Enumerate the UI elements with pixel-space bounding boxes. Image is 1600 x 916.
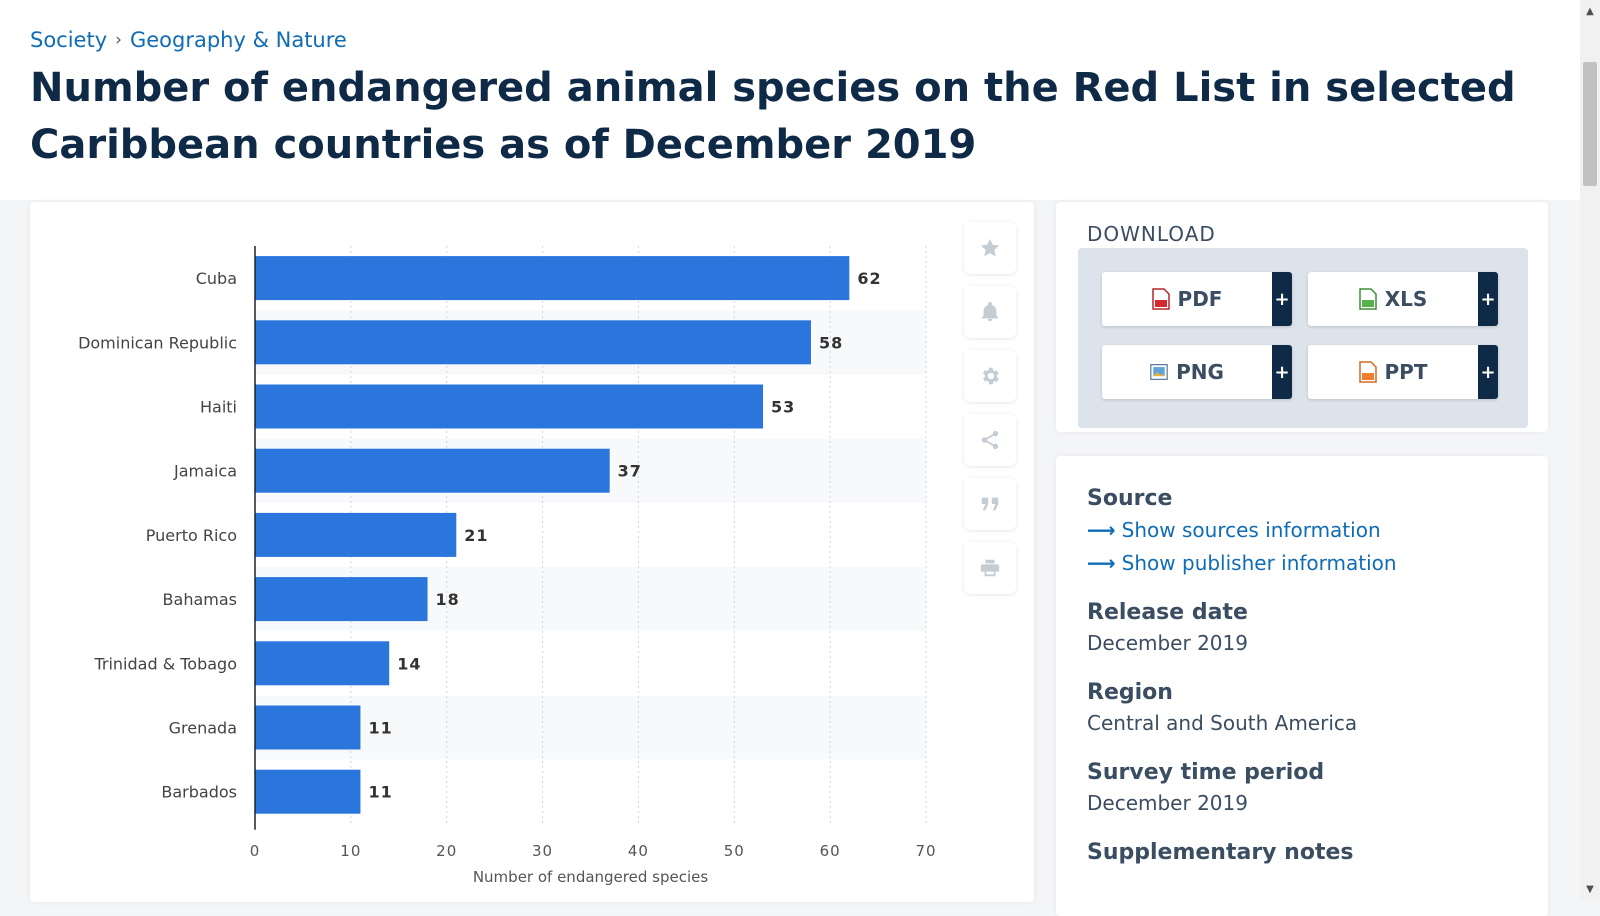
x-tick-label: 60 <box>820 842 841 860</box>
info-card: Source ⟶ Show sources information ⟶ Show… <box>1056 456 1548 916</box>
category-label: Dominican Republic <box>78 333 237 352</box>
notification-button[interactable] <box>964 286 1016 338</box>
arrow-right-icon: ⟶ <box>1087 518 1116 542</box>
data-label: 37 <box>618 462 642 481</box>
x-tick-label: 50 <box>724 842 745 860</box>
scrollbar[interactable]: ▲ ▼ <box>1580 0 1600 900</box>
category-label: Puerto Rico <box>146 526 237 545</box>
cite-button[interactable] <box>964 478 1016 530</box>
arrow-right-icon: ⟶ <box>1087 551 1116 575</box>
data-label: 21 <box>464 526 488 545</box>
pdf-file-icon <box>1151 288 1170 310</box>
x-tick-label: 10 <box>340 842 361 860</box>
bar-puerto-rico[interactable] <box>255 512 457 557</box>
download-ppt-button[interactable]: PPT + <box>1308 345 1498 399</box>
ppt-file-icon <box>1358 361 1377 383</box>
category-label: Cuba <box>196 269 237 288</box>
download-png-plus[interactable]: + <box>1272 345 1292 399</box>
download-ppt-plus[interactable]: + <box>1478 345 1498 399</box>
release-date-value: December 2019 <box>1087 631 1248 655</box>
x-tick-label: 0 <box>250 842 261 860</box>
download-xls-button[interactable]: XLS + <box>1308 272 1498 326</box>
category-label: Trinidad & Tobago <box>93 654 237 673</box>
bar-cuba[interactable] <box>255 256 850 301</box>
survey-period-value: December 2019 <box>1087 791 1248 815</box>
star-icon <box>980 238 1000 257</box>
download-pdf-plus[interactable]: + <box>1272 272 1292 326</box>
category-label: Barbados <box>161 783 237 802</box>
chart-card: 0 10 20 30 40 50 60 70 Cuba 62 Dominican Republic 5… <box>30 202 1034 902</box>
show-sources-link[interactable]: ⟶ Show sources information <box>1087 514 1527 547</box>
page-title: Number of endangered animal species on t… <box>30 65 1516 168</box>
data-label: 11 <box>368 719 392 738</box>
chart-toolbar <box>964 222 1016 606</box>
print-button[interactable] <box>964 542 1016 594</box>
quote-icon <box>981 497 999 511</box>
show-sources-label: Show sources information <box>1121 518 1381 542</box>
survey-period-heading: Survey time period <box>1087 760 1325 785</box>
download-xls-label: XLS <box>1384 287 1428 311</box>
share-button[interactable] <box>964 414 1016 466</box>
x-tick-label: 30 <box>532 842 553 860</box>
data-label: 62 <box>857 269 881 288</box>
scroll-thumb[interactable] <box>1583 62 1597 186</box>
category-label: Haiti <box>200 398 237 417</box>
xls-file-icon <box>1358 288 1377 310</box>
supplementary-notes-heading: Supplementary notes <box>1087 840 1354 865</box>
data-label: 11 <box>368 783 392 802</box>
share-icon <box>981 430 999 450</box>
png-file-icon <box>1150 364 1168 380</box>
data-label: 18 <box>436 590 460 609</box>
page-header <box>0 0 1580 200</box>
download-title: DOWNLOAD <box>1087 222 1216 246</box>
row-band <box>255 695 926 760</box>
favorite-button[interactable] <box>964 222 1016 274</box>
scroll-down-arrow-icon[interactable]: ▼ <box>1586 883 1594 895</box>
x-tick-label: 20 <box>436 842 457 860</box>
bar-trinidad-tobago[interactable] <box>255 641 390 686</box>
bar-haiti[interactable] <box>255 384 764 429</box>
print-icon <box>980 559 1000 577</box>
category-label: Jamaica <box>173 462 237 481</box>
download-pdf-label: PDF <box>1177 287 1223 311</box>
source-heading: Source <box>1087 486 1173 511</box>
category-label: Bahamas <box>163 590 237 609</box>
bar-dominican-republic[interactable] <box>255 320 811 365</box>
settings-button[interactable] <box>964 350 1016 402</box>
show-publisher-label: Show publisher information <box>1121 551 1397 575</box>
data-label: 58 <box>819 333 843 352</box>
show-publisher-link[interactable]: ⟶ Show publisher information <box>1087 547 1527 580</box>
bar-grenada[interactable] <box>255 705 361 750</box>
download-xls-plus[interactable]: + <box>1478 272 1498 326</box>
bar-barbados[interactable] <box>255 769 361 814</box>
download-pdf-button[interactable]: PDF + <box>1102 272 1292 326</box>
category-label: Grenada <box>169 719 237 738</box>
scroll-up-arrow-icon[interactable]: ▲ <box>1586 5 1594 17</box>
data-label: 14 <box>397 654 421 673</box>
breadcrumb: Society › Geography & Nature <box>30 28 347 52</box>
bar-bahamas[interactable] <box>255 577 428 622</box>
data-label: 53 <box>771 398 795 417</box>
breadcrumb-society[interactable]: Society <box>30 28 108 52</box>
breadcrumb-geography-nature[interactable]: Geography & Nature <box>129 28 347 52</box>
bell-icon <box>981 301 999 322</box>
bar-chart: 0 10 20 30 40 50 60 70 Cuba 62 Dominican Republic 5… <box>78 246 936 886</box>
download-panel: PDF + XLS + PNG + PPT + <box>1078 248 1528 428</box>
release-date-heading: Release date <box>1087 600 1248 625</box>
x-tick-label: 70 <box>915 842 936 860</box>
bar-jamaica[interactable] <box>255 448 610 493</box>
x-tick-label: 40 <box>628 842 649 860</box>
region-value: Central and South America <box>1087 711 1358 735</box>
download-card: DOWNLOAD PDF + XLS + PNG + <box>1056 202 1548 432</box>
download-ppt-label: PPT <box>1384 360 1428 384</box>
x-axis-title: Number of endangered species <box>473 868 709 886</box>
download-png-button[interactable]: PNG + <box>1102 345 1292 399</box>
breadcrumb-separator: › <box>115 30 122 50</box>
region-heading: Region <box>1087 680 1173 705</box>
download-png-label: PNG <box>1176 360 1224 384</box>
gear-icon <box>983 367 999 385</box>
